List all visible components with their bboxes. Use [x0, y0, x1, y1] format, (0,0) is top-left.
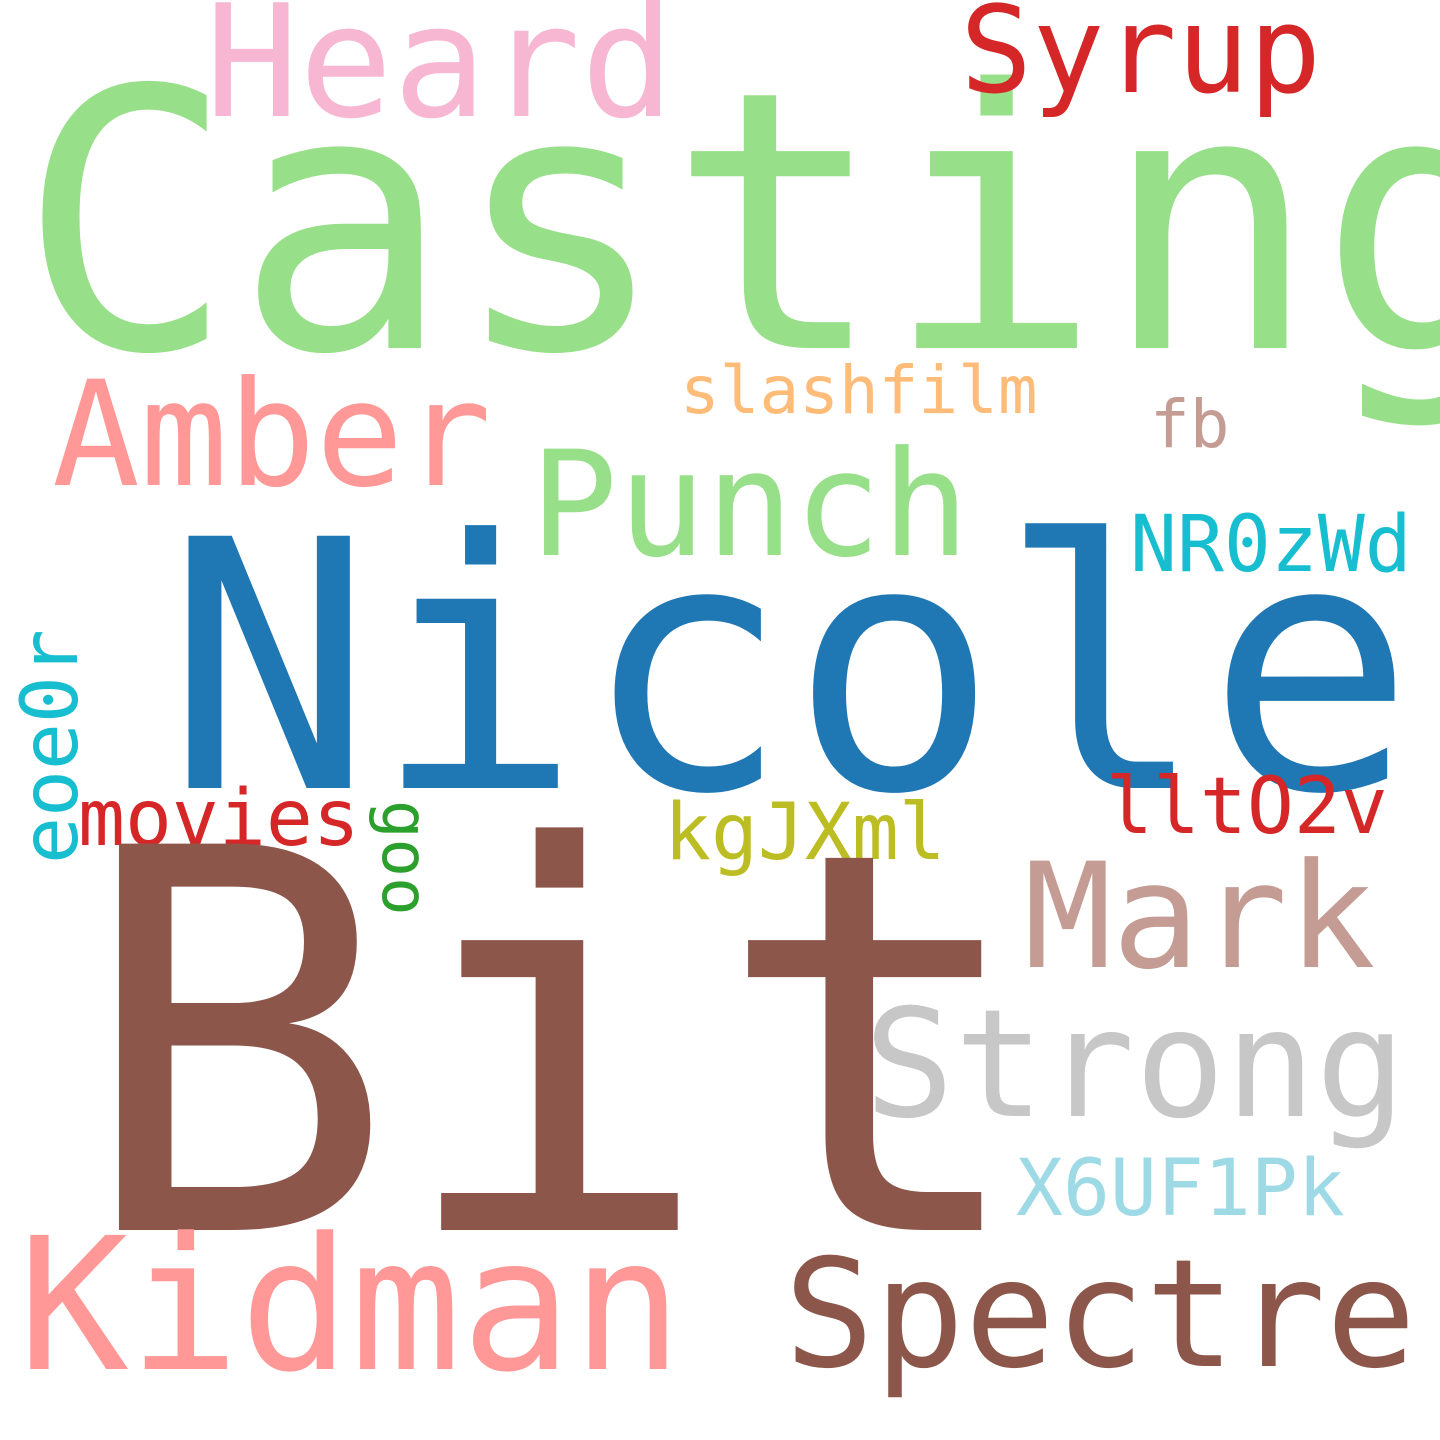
word-movies: movies — [78, 774, 360, 864]
word-spectre: Spectre — [784, 1228, 1417, 1402]
word-slashfilm: slashfilm — [680, 352, 1038, 429]
word-kgjxml: kgJXml — [664, 788, 946, 878]
word-x6uf1pk: X6UF1Pk — [1016, 1144, 1345, 1234]
word-nicole: Nicole — [165, 467, 1415, 870]
word-strong: Strong — [864, 978, 1406, 1152]
word-kidman: Kidman — [18, 1199, 683, 1413]
word-syrup: Syrup — [960, 0, 1322, 121]
word-mark: Mark — [1024, 832, 1376, 1002]
word-amber: Amber — [52, 350, 492, 520]
word-casting: Casting — [18, 14, 1440, 433]
word-nr0zwd: NR0zWd — [1130, 500, 1412, 590]
word-heard: Heard — [205, 0, 675, 153]
word-punch: Punch — [530, 420, 970, 590]
word-lltO2v: lltO2v — [1106, 762, 1388, 852]
word-fb: fb — [1150, 386, 1230, 463]
word-bit: Bit — [76, 738, 1034, 1355]
